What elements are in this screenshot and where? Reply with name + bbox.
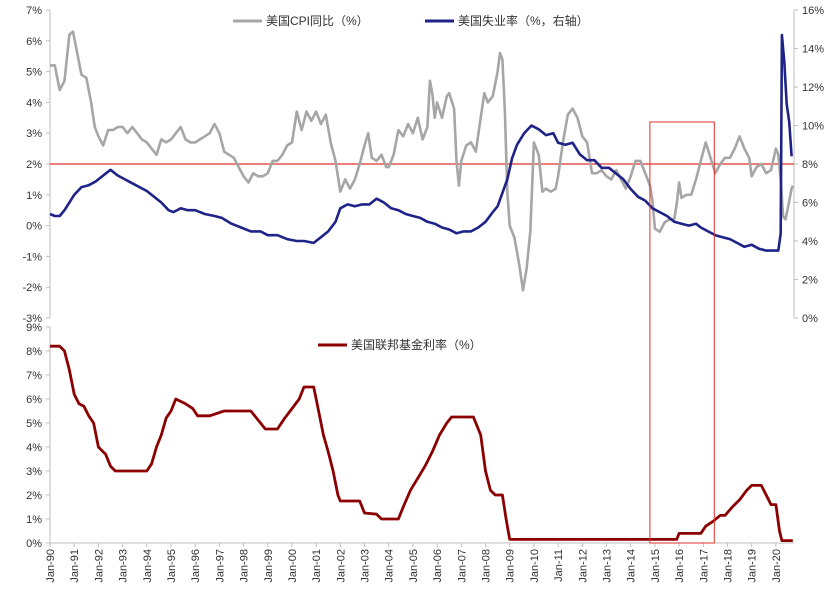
x-tick-label: Jan-02 <box>335 549 347 583</box>
x-tick-label: Jan-13 <box>601 549 613 583</box>
x-tick-label: Jan-95 <box>166 549 178 583</box>
x-axis: Jan-90 Jan-91 Jan-92 Jan-93 Jan-94 Jan-95 Jan-… <box>45 542 794 583</box>
upper-right-tick-label: 6% <box>802 198 818 210</box>
upper-right-tick-label: 12% <box>802 82 824 94</box>
upper-left-tick-label: 2% <box>26 159 42 171</box>
unemployment-series-line <box>49 33 793 252</box>
upper-right-tick-label: 14% <box>802 44 824 56</box>
upper-right-tick-label: 16% <box>802 5 824 17</box>
x-tick-label: Jan-19 <box>747 549 759 583</box>
x-tick-label: Jan-10 <box>529 549 541 583</box>
lower-left-tick-label: 1% <box>26 514 42 526</box>
x-tick-label: Jan-14 <box>626 549 638 583</box>
lower-left-tick-label: 9% <box>26 322 42 334</box>
upper-left-tick-label: 1% <box>26 190 42 202</box>
legend-label-cpi: 美国CPI同比（%） <box>266 14 369 28</box>
x-tick-label: Jan-96 <box>190 549 202 583</box>
x-tick-label: Jan-01 <box>311 549 323 583</box>
upper-left-tick-label: -3% <box>22 313 42 325</box>
x-tick-label: Jan-94 <box>142 549 154 583</box>
upper-left-tick-label: 5% <box>26 67 42 79</box>
series-layer <box>49 30 795 542</box>
x-tick-label: Jan-92 <box>93 549 105 583</box>
x-tick-label: Jan-05 <box>408 549 420 583</box>
x-tick-label: Jan-18 <box>722 549 734 583</box>
x-tick-label: Jan-99 <box>263 549 275 583</box>
x-tick-label: Jan-11 <box>553 549 565 582</box>
legend-lower: 美国联邦基金利率（%） <box>318 337 482 352</box>
upper-left-tick-label: 4% <box>26 97 42 109</box>
lower-left-tick-label: 0% <box>26 538 42 550</box>
upper-right-tick-label: 8% <box>802 159 818 171</box>
lower-left-tick-label: 7% <box>26 370 42 382</box>
x-tick-label: Jan-04 <box>384 549 396 583</box>
upper-left-tick-label: 3% <box>26 128 42 140</box>
upper-panel: 7% 6% 5% 4% 3% 2% 1% 0% -1% -2% -3% 16% 14% 12% 10% 8% 6… <box>22 5 824 325</box>
x-tick-label: Jan-09 <box>505 549 517 583</box>
x-tick-label: Jan-97 <box>214 549 226 583</box>
cpi-series-line <box>50 30 795 292</box>
legend-label-fedfunds: 美国联邦基金利率（%） <box>351 337 482 352</box>
upper-left-tick-label: 7% <box>26 5 42 17</box>
upper-right-tick-label: 10% <box>802 121 824 133</box>
x-tick-label: Jan-16 <box>674 549 686 583</box>
upper-right-tick-label: 2% <box>802 275 818 287</box>
x-tick-label: Jan-00 <box>287 549 299 583</box>
lower-left-tick-label: 3% <box>26 466 42 478</box>
x-tick-label: Jan-12 <box>577 549 589 583</box>
lower-panel: 9% 8% 7% 6% 5% 4% 3% 2% 1% 0% <box>26 322 51 550</box>
lower-left-tick-label: 6% <box>26 394 42 406</box>
lower-left-tick-label: 5% <box>26 418 42 430</box>
x-tick-label: Jan-20 <box>771 549 783 583</box>
x-tick-label: Jan-17 <box>698 549 710 583</box>
x-tick-label: Jan-98 <box>239 549 251 583</box>
lower-left-tick-label: 4% <box>26 442 42 454</box>
x-tick-label: Jan-03 <box>360 549 372 583</box>
legend-upper: 美国CPI同比（%） 美国失业率（%，右轴） <box>233 13 589 28</box>
x-tick-label: Jan-07 <box>456 549 468 583</box>
x-tick-label: Jan-08 <box>481 549 493 583</box>
x-tick-label: Jan-91 <box>69 549 81 583</box>
upper-left-tick-label: 6% <box>26 36 42 48</box>
upper-right-tick-label: 4% <box>802 236 818 248</box>
upper-right-tick-label: 0% <box>802 313 818 325</box>
lower-left-tick-label: 8% <box>26 346 42 358</box>
x-tick-label: Jan-90 <box>45 549 57 583</box>
x-tick-label: Jan-06 <box>432 549 444 583</box>
x-tick-label: Jan-15 <box>650 549 662 583</box>
legend-label-unemployment: 美国失业率（%，右轴） <box>458 13 589 28</box>
fedfunds-series-line <box>50 344 793 542</box>
upper-left-tick-label: -1% <box>22 251 42 263</box>
x-tick-label: Jan-93 <box>118 549 130 583</box>
lower-left-tick-label: 2% <box>26 490 42 502</box>
highlight-box <box>649 121 715 544</box>
upper-left-tick-label: 0% <box>26 221 42 233</box>
upper-left-tick-label: -2% <box>22 282 42 294</box>
